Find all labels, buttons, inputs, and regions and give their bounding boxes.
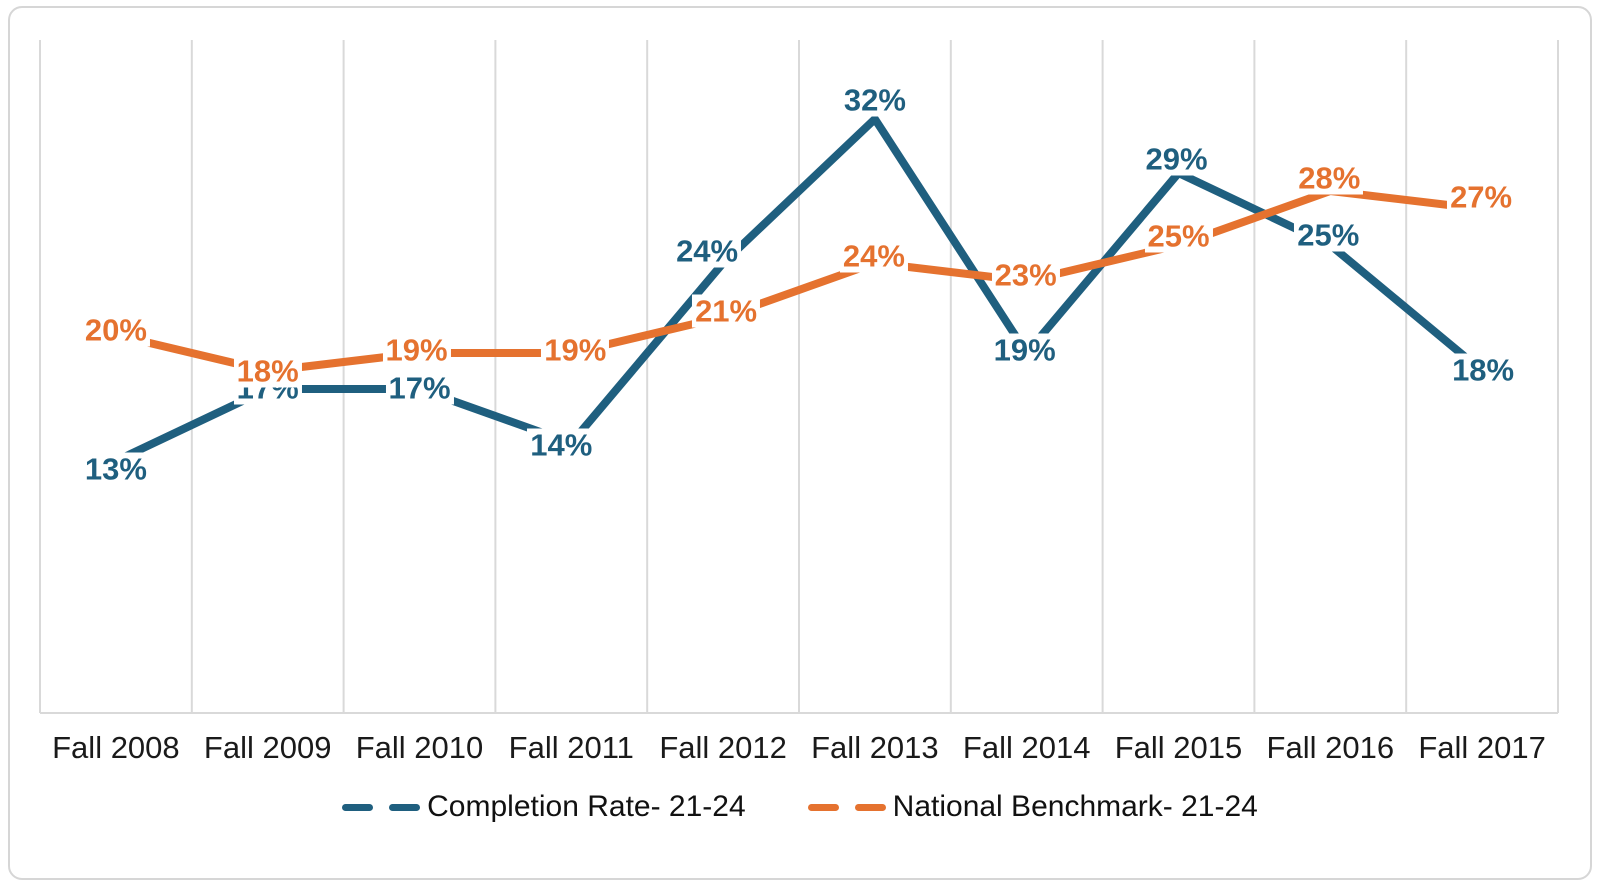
data-label: 32% (840, 83, 909, 117)
legend-label-completion-rate: Completion Rate- 21-24 (427, 790, 746, 823)
data-label: 25% (1144, 219, 1213, 253)
data-label: 29% (1142, 142, 1211, 176)
x-axis-tick-label: Fall 2010 (355, 730, 484, 765)
data-label: 19% (990, 333, 1059, 367)
series-line-national-benchmark (111, 187, 1487, 375)
data-label: 24% (673, 234, 742, 268)
legend-line-swatch-national-benchmark (807, 803, 886, 811)
data-label: 23% (991, 258, 1060, 292)
data-label: 19% (541, 333, 610, 367)
data-label: 14% (527, 428, 596, 462)
data-label: 24% (839, 239, 908, 273)
x-axis-tick-label: Fall 2009 (203, 730, 332, 765)
data-label: 20% (81, 313, 150, 347)
legend-entry-completion-rate: Completion Rate- 21-24 (342, 790, 746, 824)
dash-icon (854, 803, 886, 811)
dash-icon (342, 803, 374, 811)
data-label: 13% (81, 452, 150, 486)
x-axis-tick-label: Fall 2016 (1266, 730, 1395, 765)
dash-icon (389, 803, 421, 811)
x-axis-tick-label: Fall 2015 (1114, 730, 1243, 765)
gridlines (39, 40, 1559, 713)
data-label: 28% (1295, 161, 1364, 195)
legend-entry-national-benchmark: National Benchmark- 21-24 (807, 790, 1258, 824)
data-label: 19% (382, 333, 451, 367)
data-label: 27% (1447, 180, 1516, 214)
x-axis-tick-label: Fall 2011 (508, 730, 634, 765)
legend: Completion Rate- 21-24 National Benchmar… (0, 790, 1600, 824)
x-axis-tick-label: Fall 2008 (52, 730, 180, 765)
data-label: 18% (233, 354, 302, 388)
x-axis-tick-label: Fall 2017 (1418, 730, 1546, 765)
data-label: 18% (1449, 353, 1518, 387)
x-axis-tick-label: Fall 2013 (811, 730, 939, 765)
series-line-completion-rate (111, 115, 1487, 465)
dash-icon (807, 803, 839, 811)
data-label: 17% (385, 371, 454, 405)
legend-line-swatch-completion-rate (342, 803, 421, 811)
data-label: 21% (692, 294, 761, 328)
legend-label-national-benchmark: National Benchmark- 21-24 (892, 790, 1258, 823)
series-lines (111, 115, 1487, 465)
x-axis-tick-label: Fall 2012 (659, 730, 787, 765)
data-label: 25% (1294, 218, 1363, 252)
x-axis-tick-label: Fall 2014 (962, 730, 1091, 765)
